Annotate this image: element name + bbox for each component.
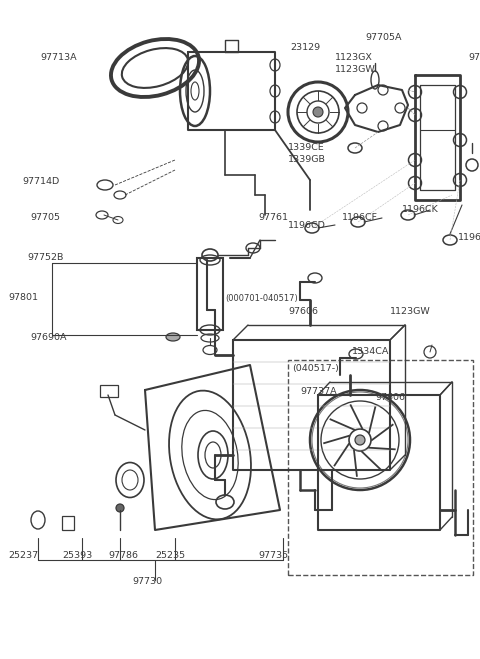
Text: 1123GW: 1123GW [390,308,431,316]
Bar [197,258,223,330]
Ellipse shape [116,504,124,512]
Text: 1334CA: 1334CA [352,347,389,357]
Text: 1196CK: 1196CK [402,206,439,214]
Text: (000701-040517): (000701-040517) [225,293,298,302]
Text: 1196CG: 1196CG [458,233,480,243]
Text: 1196CD: 1196CD [288,221,326,229]
Text: 97690A: 97690A [30,333,67,343]
Text: 1123GX: 1123GX [335,53,373,63]
Text: 1123GW: 1123GW [335,65,376,74]
Text: 97786: 97786 [108,550,138,559]
Bar [288,360,473,575]
Text: 97705: 97705 [30,214,60,223]
Text: 23129: 23129 [290,43,320,53]
Text: 1339CE: 1339CE [288,144,325,152]
Text: 97730: 97730 [132,577,162,587]
Ellipse shape [355,435,365,445]
Text: 1339GB: 1339GB [288,156,326,165]
Text: 97737A: 97737A [300,387,336,397]
Text: (040517-): (040517-) [292,364,339,372]
Text: 97606: 97606 [288,308,318,316]
Text: 97703: 97703 [468,53,480,63]
Text: 1196CF: 1196CF [342,214,378,223]
Text: 25237: 25237 [8,550,38,559]
Text: 97761: 97761 [258,214,288,223]
Ellipse shape [313,107,323,117]
Ellipse shape [166,333,180,341]
Text: 25393: 25393 [62,550,92,559]
Text: 97714D: 97714D [22,177,59,186]
Text: 97752B: 97752B [27,254,63,262]
Bar [100,385,118,397]
Text: 97735: 97735 [258,550,288,559]
Text: 97705A: 97705A [365,34,401,42]
Text: 97606: 97606 [375,393,405,403]
Text: 97801: 97801 [8,293,38,302]
Text: 25235: 25235 [155,550,185,559]
Bar [62,516,74,530]
Text: 97713A: 97713A [40,53,77,63]
